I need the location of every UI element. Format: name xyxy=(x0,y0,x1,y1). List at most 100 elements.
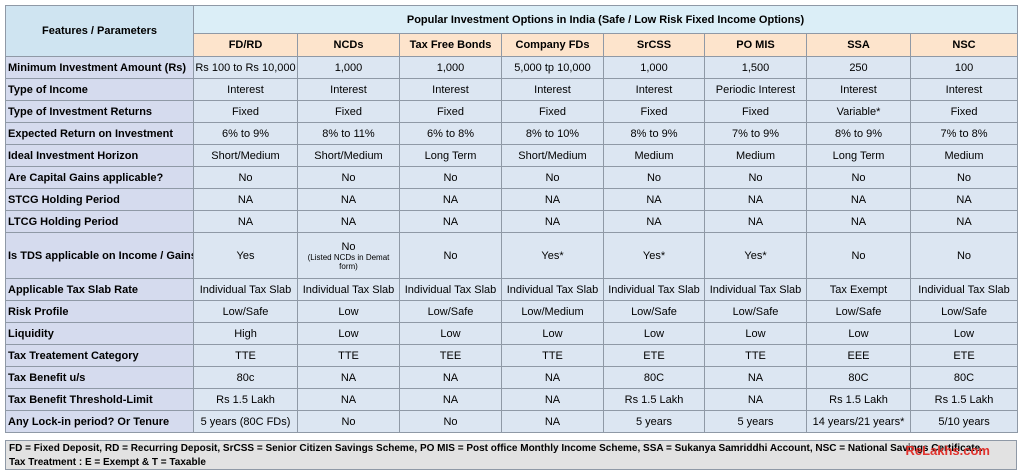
table-cell: 250 xyxy=(806,56,911,79)
table-cell: No xyxy=(806,232,911,279)
table-cell: ETE xyxy=(909,344,1019,367)
table-cell: 5 years xyxy=(704,410,807,433)
table-cell: NA xyxy=(297,388,400,411)
row-label: Type of Investment Returns xyxy=(5,100,194,123)
table-cell: NA xyxy=(297,366,400,389)
table-cell: No xyxy=(297,166,400,189)
row-label: Type of Income xyxy=(5,78,194,101)
table-cell: No xyxy=(193,166,298,189)
table-cell: NA xyxy=(704,366,807,389)
table-cell: Medium xyxy=(704,144,807,167)
table-cell: Fixed xyxy=(297,100,400,123)
table-cell: 8% to 10% xyxy=(501,122,604,145)
table-cell: Low xyxy=(704,322,807,345)
table-cell: Tax Exempt xyxy=(806,278,911,301)
table-row: Minimum Investment Amount (Rs) Rs 100 to … xyxy=(5,56,1019,79)
table-cell: NA xyxy=(501,388,604,411)
table-cell: Interest xyxy=(806,78,911,101)
table-cell: Rs 1.5 Lakh xyxy=(193,388,298,411)
row-label: Tax Benefit Threshold-Limit xyxy=(5,388,194,411)
table-cell: Fixed xyxy=(399,100,502,123)
column-header-po-mis: PO MIS xyxy=(704,33,807,57)
table-cell: Yes* xyxy=(704,232,807,279)
table-cell: Low xyxy=(806,322,911,345)
table-cell: 6% to 8% xyxy=(399,122,502,145)
table-cell: Rs 100 to Rs 10,000 xyxy=(193,56,298,79)
footer-notes: FD = Fixed Deposit, RD = Recurring Depos… xyxy=(5,440,1017,470)
row-label: Any Lock-in period? Or Tenure xyxy=(5,410,194,433)
table-cell: Low/Safe xyxy=(909,300,1019,323)
table-cell: Yes* xyxy=(603,232,705,279)
tax-treatment-note: Tax Treatment : E = Exempt & T = Taxable xyxy=(9,457,206,468)
column-header-company-fds: Company FDs xyxy=(501,33,604,57)
table-cell: NA xyxy=(399,366,502,389)
table-cell: Long Term xyxy=(399,144,502,167)
table-cell: Interest xyxy=(193,78,298,101)
table-cell: 80C xyxy=(909,366,1019,389)
table-cell: High xyxy=(193,322,298,345)
comparison-table: Features / Parameters Popular Investment… xyxy=(5,5,1019,433)
table-cell: Short/Medium xyxy=(297,144,400,167)
row-label: Tax Treatement Category xyxy=(5,344,194,367)
table-cell: 5 years (80C FDs) xyxy=(193,410,298,433)
table-cell: NA xyxy=(704,210,807,233)
table-row: Any Lock-in period? Or Tenure 5 years (80… xyxy=(5,410,1019,433)
table-cell: Individual Tax Slab xyxy=(909,278,1019,301)
table-cell: Low/Medium xyxy=(501,300,604,323)
table-cell: Low xyxy=(399,322,502,345)
row-label: Minimum Investment Amount (Rs) xyxy=(5,56,194,79)
table-cell: Low xyxy=(909,322,1019,345)
row-label: Liquidity xyxy=(5,322,194,345)
row-label: STCG Holding Period xyxy=(5,188,194,211)
cell-value: No xyxy=(341,240,356,253)
table-cell: 6% to 9% xyxy=(193,122,298,145)
table-cell: Fixed xyxy=(501,100,604,123)
table-cell: Variable* xyxy=(806,100,911,123)
table-body: Minimum Investment Amount (Rs) Rs 100 to … xyxy=(5,56,1019,433)
table-cell: No xyxy=(909,232,1019,279)
table-cell: Low xyxy=(603,322,705,345)
table-cell: Long Term xyxy=(806,144,911,167)
table-cell: Interest xyxy=(909,78,1019,101)
table-cell: Fixed xyxy=(909,100,1019,123)
column-header-ncds: NCDs xyxy=(297,33,400,57)
table-cell: 100 xyxy=(909,56,1019,79)
table-cell: Interest xyxy=(501,78,604,101)
table-cell: EEE xyxy=(806,344,911,367)
table-cell: No xyxy=(501,166,604,189)
table-row: Risk Profile Low/Safe Low Low/Safe Low/Mediu… xyxy=(5,300,1019,323)
table-cell: TTE xyxy=(704,344,807,367)
table-cell: No xyxy=(399,166,502,189)
row-label: Is TDS applicable on Income / Gains? xyxy=(5,232,194,279)
table-cell: Individual Tax Slab xyxy=(399,278,502,301)
table-row: Type of Investment Returns Fixed Fixed Fixe… xyxy=(5,100,1019,123)
table-cell: Individual Tax Slab xyxy=(704,278,807,301)
table-cell: TTE xyxy=(193,344,298,367)
table-cell: 1,500 xyxy=(704,56,807,79)
table-cell: NA xyxy=(193,210,298,233)
table-cell: Low/Safe xyxy=(603,300,705,323)
row-label: Are Capital Gains applicable? xyxy=(5,166,194,189)
table-cell: Low/Safe xyxy=(806,300,911,323)
table-cell: No xyxy=(399,410,502,433)
table-cell: 1,000 xyxy=(297,56,400,79)
table-cell: NA xyxy=(399,188,502,211)
table-cell: Short/Medium xyxy=(501,144,604,167)
table-cell: Low/Safe xyxy=(193,300,298,323)
table-cell: TTE xyxy=(501,344,604,367)
table-cell: ETE xyxy=(603,344,705,367)
table-cell: NA xyxy=(501,210,604,233)
table-cell: Low xyxy=(297,300,400,323)
table-row: Expected Return on Investment 6% to 9% 8% … xyxy=(5,122,1019,145)
table-cell: 80C xyxy=(806,366,911,389)
table-cell: Low xyxy=(501,322,604,345)
table-cell: NA xyxy=(909,210,1019,233)
row-label: Risk Profile xyxy=(5,300,194,323)
table-row: Ideal Investment Horizon Short/Medium Shor… xyxy=(5,144,1019,167)
table-cell: Interest xyxy=(297,78,400,101)
table-row: Are Capital Gains applicable? No No No No No N… xyxy=(5,166,1019,189)
table-cell: Individual Tax Slab xyxy=(501,278,604,301)
row-label: Ideal Investment Horizon xyxy=(5,144,194,167)
table-cell: Interest xyxy=(603,78,705,101)
